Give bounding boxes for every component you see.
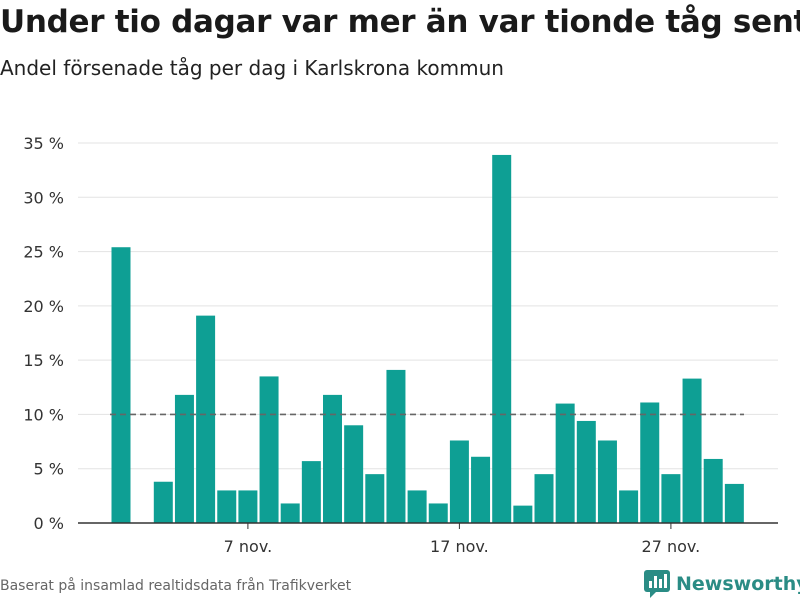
y-tick-label: 25 % bbox=[23, 243, 64, 262]
bar[interactable] bbox=[428, 503, 448, 523]
bar[interactable] bbox=[597, 440, 617, 523]
y-tick-label: 20 % bbox=[23, 297, 64, 316]
bar[interactable] bbox=[259, 376, 279, 523]
bar[interactable] bbox=[449, 440, 469, 523]
y-axis-tick-labels: 0 % 5 % 10 % 15 % 20 % 25 % 30 % 35 % bbox=[23, 134, 64, 533]
y-tick-label: 10 % bbox=[23, 405, 64, 424]
newsworthy-logo[interactable]: Newsworthy bbox=[644, 570, 800, 598]
y-tick-label: 30 % bbox=[23, 188, 64, 207]
bar[interactable] bbox=[513, 505, 533, 523]
y-tick-label: 35 % bbox=[23, 134, 64, 153]
bar-chart-logo-icon bbox=[644, 570, 670, 598]
x-tick-label: 27 nov. bbox=[642, 537, 701, 556]
bar[interactable] bbox=[555, 403, 575, 523]
bar[interactable] bbox=[471, 456, 491, 523]
y-tick-label: 0 % bbox=[34, 514, 64, 533]
x-axis-tick-labels: 7 nov. 17 nov. 27 nov. bbox=[224, 523, 701, 556]
bar[interactable] bbox=[238, 490, 258, 523]
bar[interactable] bbox=[724, 483, 744, 523]
bar[interactable] bbox=[703, 458, 723, 523]
bar[interactable] bbox=[661, 474, 681, 523]
bar[interactable] bbox=[386, 369, 406, 523]
bar[interactable] bbox=[640, 402, 660, 523]
bar[interactable] bbox=[301, 461, 321, 523]
bar[interactable] bbox=[407, 490, 427, 523]
bar[interactable] bbox=[196, 315, 216, 523]
bar[interactable] bbox=[217, 490, 237, 523]
bar[interactable] bbox=[280, 503, 300, 523]
bar[interactable] bbox=[619, 490, 639, 523]
y-tick-label: 5 % bbox=[34, 460, 64, 479]
bar[interactable] bbox=[323, 394, 342, 523]
chart-title: Under tio dagar var mer än var tionde tå… bbox=[0, 4, 800, 40]
bar[interactable] bbox=[344, 425, 364, 523]
bar[interactable] bbox=[534, 474, 554, 523]
bar[interactable] bbox=[153, 481, 173, 523]
bar[interactable] bbox=[365, 474, 385, 523]
bar[interactable] bbox=[576, 420, 596, 523]
source-note: Baserat på insamlad realtidsdata från Tr… bbox=[0, 578, 352, 594]
y-tick-label: 15 % bbox=[23, 351, 64, 370]
chart-subtitle: Andel försenade tåg per dag i Karlskrona… bbox=[0, 56, 504, 80]
bar[interactable] bbox=[174, 394, 194, 523]
gridlines bbox=[78, 142, 778, 470]
bar[interactable] bbox=[111, 247, 131, 523]
bar[interactable] bbox=[492, 154, 512, 523]
bar[interactable] bbox=[682, 378, 702, 523]
x-tick-label: 7 nov. bbox=[224, 537, 273, 556]
brand-name: Newsworthy bbox=[676, 573, 800, 595]
bars bbox=[111, 154, 744, 523]
x-tick-label: 17 nov. bbox=[430, 537, 489, 556]
